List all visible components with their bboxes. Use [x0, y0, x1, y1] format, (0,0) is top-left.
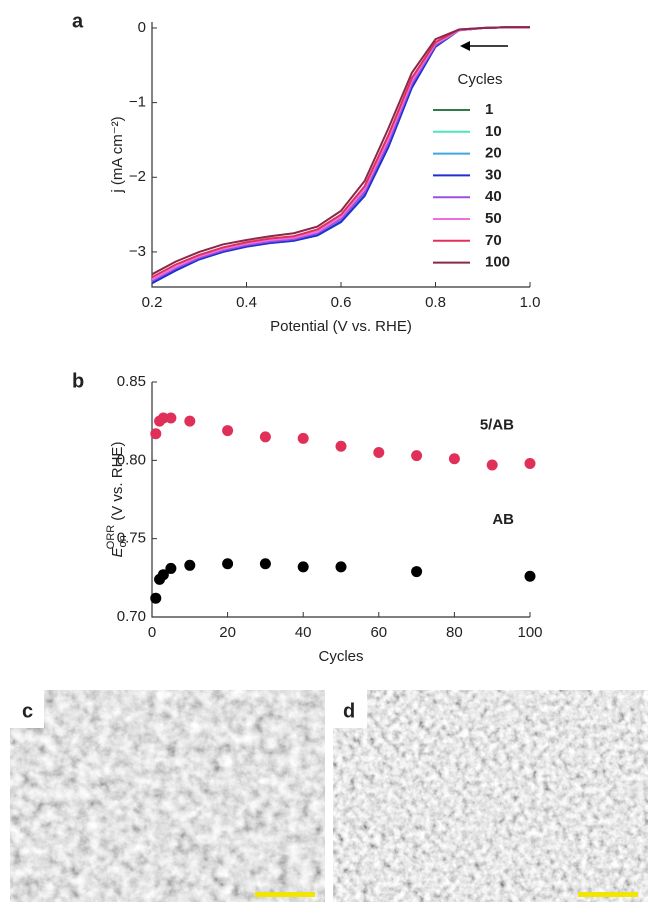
panel-label-box — [10, 690, 44, 728]
point — [411, 450, 423, 462]
line — [151, 26, 530, 282]
x-axis-label: Potential (V vs. RHE) — [270, 318, 412, 335]
panel-label: a — [72, 10, 84, 32]
sem-image — [333, 690, 648, 902]
x-tick-label: 0.6 — [331, 294, 352, 311]
legend-label: 30 — [485, 166, 502, 183]
legend-label: 100 — [485, 254, 510, 271]
y-tick-label: 0 — [138, 19, 146, 36]
point — [184, 559, 196, 571]
series-label: AB — [492, 511, 514, 528]
sem-image — [10, 690, 325, 902]
point — [411, 566, 423, 578]
y-axis-label-part: (V vs. RHE) — [109, 442, 126, 521]
line — [151, 26, 530, 285]
y-axis-label-part: on — [117, 535, 129, 547]
x-tick-label: 0.4 — [236, 294, 257, 311]
line — [151, 26, 530, 279]
x-tick-label: 40 — [295, 624, 312, 641]
scan-arrow-head — [460, 41, 470, 51]
scale-bar — [578, 892, 638, 897]
legend-label: 10 — [485, 123, 502, 140]
point — [157, 412, 169, 424]
x-tick-label: 60 — [370, 624, 387, 641]
y-axis-label: EonORR (V vs. RHE) — [105, 442, 129, 558]
line — [151, 26, 530, 285]
legend-label: 70 — [485, 232, 502, 249]
point — [524, 570, 536, 582]
legend-title: Cycles — [457, 71, 502, 88]
point — [184, 415, 196, 427]
point — [297, 432, 309, 444]
y-tick-label: −1 — [129, 94, 146, 111]
panel-label: c — [22, 700, 33, 722]
panel-label: b — [72, 370, 84, 392]
point — [157, 569, 169, 581]
y-tick-label: 0.75 — [117, 530, 146, 547]
point — [222, 425, 234, 437]
point — [150, 428, 162, 440]
x-tick-label: 20 — [219, 624, 236, 641]
series-label: 5/AB — [480, 416, 514, 433]
x-tick-label: 0.2 — [142, 294, 163, 311]
y-axis-label: j (mA cm⁻²) — [109, 116, 126, 193]
y-axis-label-part: ORR — [105, 525, 117, 550]
point — [150, 592, 162, 604]
legend-label: 20 — [485, 145, 502, 162]
x-tick-label: 80 — [446, 624, 463, 641]
line — [151, 26, 530, 284]
x-tick-label: 0.8 — [425, 294, 446, 311]
point — [486, 459, 498, 471]
legend-label: 40 — [485, 188, 502, 205]
y-tick-label: −2 — [129, 168, 146, 185]
line — [151, 26, 530, 276]
point — [259, 431, 271, 443]
x-tick-label: 1.0 — [520, 294, 541, 311]
point — [373, 447, 385, 458]
y-tick-label: 0.85 — [117, 373, 146, 390]
panel-label: d — [343, 700, 355, 722]
point — [297, 561, 309, 573]
x-tick-label: 100 — [517, 624, 542, 641]
y-axis-label-part: E — [109, 546, 126, 557]
point — [335, 440, 347, 452]
point — [448, 453, 460, 465]
axes-frame — [151, 382, 530, 618]
y-tick-label: −3 — [129, 243, 146, 260]
point — [524, 457, 536, 469]
point — [335, 561, 347, 573]
legend-label: 1 — [485, 101, 493, 118]
line — [151, 26, 530, 281]
point — [165, 412, 177, 424]
point — [259, 558, 271, 570]
scale-bar — [255, 892, 315, 897]
legend-label: 50 — [485, 210, 502, 227]
panel-label-box — [333, 690, 367, 728]
x-axis-label: Cycles — [318, 648, 363, 665]
point — [165, 562, 177, 574]
axes-frame — [151, 22, 530, 288]
y-tick-label: 0.80 — [117, 451, 146, 468]
x-tick-label: 0 — [148, 624, 156, 641]
line — [151, 26, 530, 284]
point — [222, 558, 234, 570]
y-tick-label: 0.70 — [117, 608, 146, 625]
